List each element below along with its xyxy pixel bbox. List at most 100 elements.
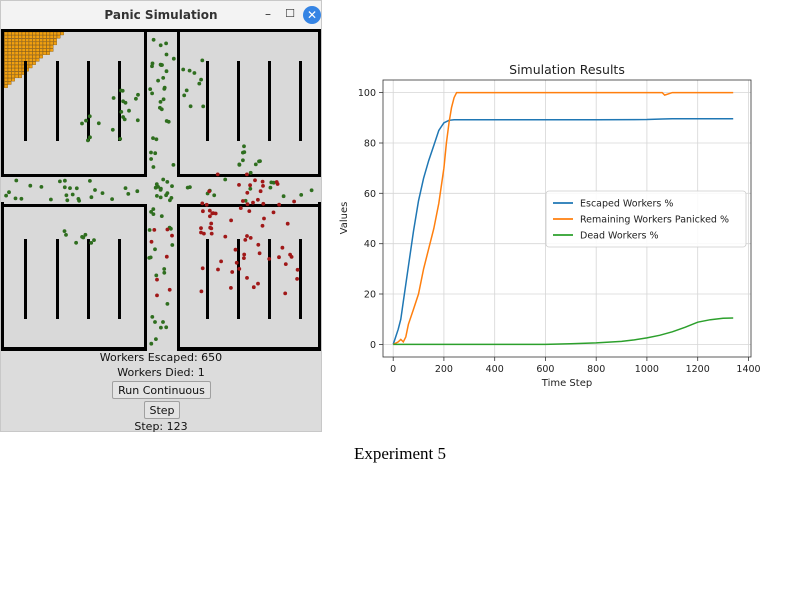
worker-dot	[192, 71, 197, 75]
worker-dot	[171, 56, 176, 61]
fire-cell	[49, 38, 54, 42]
worker-dot	[309, 188, 314, 193]
worker-dot	[181, 67, 186, 72]
fire-cell	[14, 38, 19, 42]
step-button[interactable]: Step	[144, 401, 180, 419]
y-tick-label: 100	[358, 88, 376, 99]
fire-cell	[39, 48, 43, 52]
fire-cell	[11, 71, 15, 75]
wall	[237, 239, 240, 319]
fire-cell	[4, 35, 8, 39]
workers	[4, 37, 314, 346]
fire-cell	[46, 38, 50, 42]
worker-dot	[87, 114, 92, 119]
results-chart: Simulation Results 0 200 400 600 800 1000 1200…	[339, 62, 761, 389]
fire-cell	[35, 31, 40, 36]
worker-dot	[149, 341, 154, 346]
worker-dot	[158, 105, 162, 110]
fire-cell	[11, 58, 15, 62]
worker-dot	[260, 179, 265, 184]
worker-dot	[161, 97, 166, 102]
fire-cell	[11, 74, 15, 79]
chart-ticks: 0 200 400 600 800 1000 1200 1400 0 20 40 60 80 100	[358, 88, 761, 375]
fire-cell	[42, 35, 47, 39]
fire-cell	[32, 51, 36, 55]
fire-cell	[14, 68, 19, 72]
fire-cell	[21, 31, 26, 36]
fire-cell	[32, 54, 36, 59]
fire-cell	[28, 51, 33, 55]
worker-dot	[258, 189, 263, 194]
run-continuous-button[interactable]: Run Continuous	[112, 381, 211, 399]
worker-dot	[215, 172, 220, 177]
fire-cell	[18, 68, 22, 72]
worker-dot	[159, 214, 164, 219]
fire-cell	[11, 78, 15, 82]
maximize-icon[interactable]: ☐	[285, 7, 295, 20]
fire-cell	[49, 45, 54, 49]
worker-dot	[62, 185, 67, 190]
fire-cell	[39, 35, 43, 39]
chart-title: Simulation Results	[509, 62, 625, 77]
worker-dot	[158, 43, 163, 48]
fire-cell	[25, 31, 29, 36]
worker-dot	[162, 85, 167, 90]
fire-cell	[35, 35, 40, 39]
worker-dot	[89, 241, 94, 245]
fire-cell	[18, 35, 22, 39]
worker-dot	[64, 233, 68, 237]
fire-cell	[18, 31, 22, 36]
worker-dot	[248, 170, 253, 175]
worker-dot	[120, 88, 125, 93]
worker-dot	[4, 193, 8, 198]
fire-cell	[42, 38, 47, 42]
fire-cell	[4, 74, 8, 79]
worker-dot	[199, 77, 204, 82]
worker-dot	[161, 177, 166, 182]
fire-cell	[7, 45, 12, 49]
worker-dot	[151, 165, 156, 169]
worker-dot	[245, 190, 250, 195]
fire-cell	[7, 74, 12, 79]
worker-dot	[149, 150, 153, 155]
wall	[56, 239, 59, 319]
fire-cell	[35, 45, 40, 49]
worker-dot	[262, 216, 266, 221]
worker-dot	[151, 207, 156, 212]
fire-cell	[7, 41, 12, 46]
worker-dot	[149, 239, 154, 244]
fire-cell	[14, 54, 19, 59]
fire-cell	[4, 61, 8, 65]
fire-cell	[4, 51, 8, 55]
close-icon[interactable]: ✕	[303, 6, 321, 24]
fire-cell	[4, 84, 8, 88]
worker-dot	[245, 276, 249, 280]
x-tick-label: 1200	[686, 364, 710, 375]
series-line	[393, 317, 734, 346]
worker-dot	[164, 325, 169, 330]
fire-cell	[18, 51, 22, 55]
fire-cell	[18, 41, 22, 46]
worker-dot	[271, 210, 276, 215]
worker-dot	[162, 270, 167, 275]
wall	[206, 239, 209, 319]
wall	[237, 61, 240, 141]
wall	[87, 61, 90, 141]
fire-cell	[35, 38, 40, 42]
plot-frame	[382, 79, 752, 358]
worker-dot	[110, 127, 115, 132]
fire-cell	[49, 35, 54, 39]
worker-dot	[199, 226, 203, 231]
fire-cell	[4, 68, 8, 72]
worker-dot	[155, 293, 159, 298]
worker-dot	[100, 191, 105, 196]
fire-cell	[25, 48, 29, 52]
worker-dot	[159, 186, 163, 191]
figure-caption: Experiment 5	[353, 444, 447, 463]
wall	[87, 239, 90, 319]
worker-dot	[251, 200, 255, 205]
fire-cell	[11, 61, 15, 65]
fire-cell	[14, 48, 19, 52]
worker-dot	[150, 91, 155, 96]
minimize-icon[interactable]: –	[265, 7, 271, 21]
